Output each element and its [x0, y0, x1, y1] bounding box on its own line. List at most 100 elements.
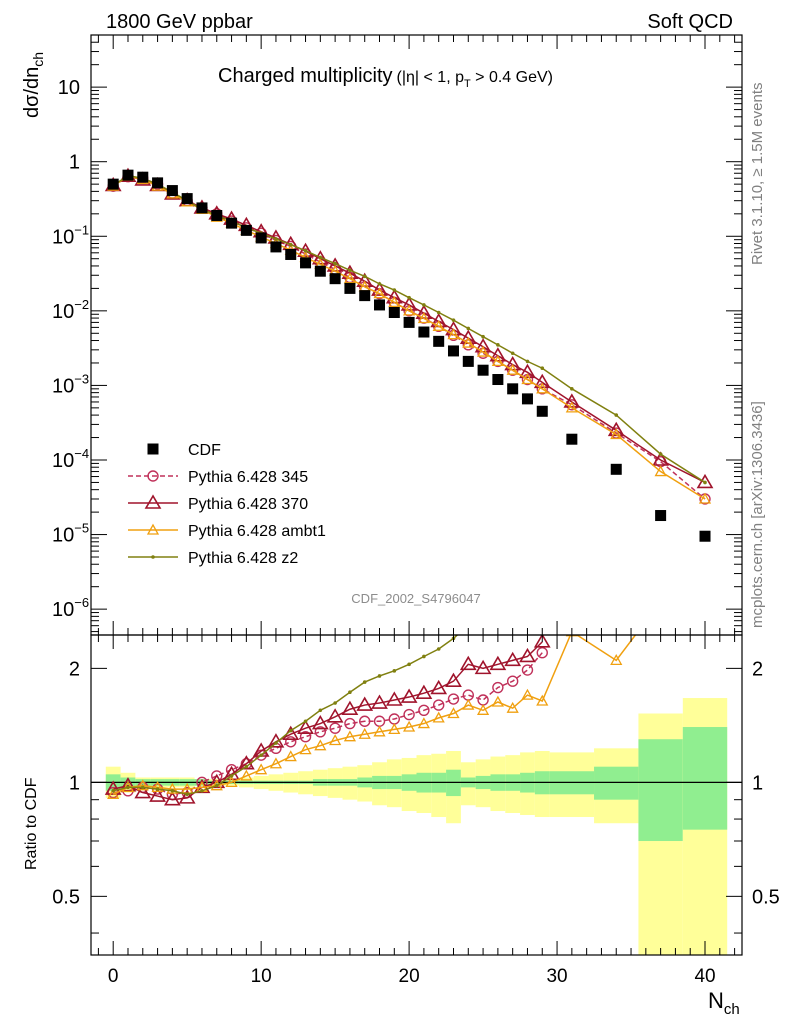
ratio-point-2 [284, 750, 297, 762]
data-point [610, 463, 622, 475]
chart-title-main: Charged multiplicity [218, 65, 393, 87]
ratio-point-1 [326, 708, 344, 723]
ratio-point-1 [400, 688, 418, 703]
ratio-point-1 [356, 696, 374, 711]
legend-label: Pythia 6.428 345 [188, 469, 308, 486]
ratio-point-2 [402, 720, 416, 732]
data-point [344, 282, 356, 294]
series-point-1 [533, 373, 551, 389]
ratio-point-0 [359, 715, 371, 727]
series-point-3 [303, 248, 308, 253]
series-point-2 [388, 296, 401, 307]
ratio-point-3 [362, 680, 367, 684]
data-point [285, 248, 297, 260]
series-point-3 [288, 242, 293, 247]
ratio-line-1 [113, 641, 543, 801]
ratio-point-3 [274, 741, 278, 745]
series-point-2 [373, 287, 386, 299]
data-point [166, 185, 178, 197]
ratio-point-3 [259, 753, 263, 757]
data-point [566, 433, 578, 445]
series-point-1 [563, 393, 581, 408]
ratio-point-1 [341, 700, 359, 716]
series-point-3 [318, 255, 323, 260]
stat-uncertainty-bin [682, 727, 728, 830]
series-point-3 [525, 359, 530, 364]
ratio-point-2 [358, 727, 371, 739]
legend-marker [147, 443, 159, 455]
ratio-point-1 [163, 791, 181, 806]
series-point-3 [407, 295, 411, 300]
series-point-3 [496, 343, 500, 347]
ratio-point-2 [314, 739, 327, 751]
ratio-point-1 [237, 755, 255, 770]
ratio-point-0 [329, 722, 341, 734]
data-point [270, 241, 282, 253]
ratio-point-0 [462, 689, 474, 701]
main-ylabel-sub: ch [30, 52, 46, 67]
data-point [196, 202, 208, 214]
ratio-y-tick-label-right: 0.5 [752, 886, 780, 908]
ratio-point-2 [373, 725, 386, 737]
series-point-1 [297, 242, 314, 258]
ratio-point-1 [459, 655, 477, 671]
y-tick-label: 10−3 [52, 371, 89, 397]
data-point [433, 335, 445, 347]
ratio-point-3 [200, 788, 204, 793]
series-point-3 [451, 318, 456, 322]
data-point [521, 393, 533, 405]
series-point-2 [698, 492, 712, 504]
ratio-point-2 [136, 779, 149, 791]
header-right: Soft QCD [647, 11, 733, 33]
ratio-point-2 [447, 707, 460, 719]
ratio-point-0 [447, 693, 460, 705]
legend-label: Pythia 6.428 ambt1 [188, 523, 326, 540]
ratio-point-1 [474, 659, 492, 675]
ratio-point-1 [119, 777, 137, 792]
ratio-point-1 [415, 684, 433, 699]
series-point-2 [536, 382, 549, 394]
series-point-3 [466, 326, 471, 331]
ratio-point-3 [318, 708, 323, 713]
y-tick-label: 10−5 [52, 521, 89, 547]
data-point [462, 355, 474, 367]
xlabel-sub: ch [724, 1001, 740, 1018]
series-point-0 [462, 339, 474, 351]
ratio-point-2 [343, 730, 357, 742]
y-tick-label: 10 [58, 77, 80, 99]
series-point-1 [400, 296, 418, 311]
series-point-3 [614, 413, 619, 417]
y-tick-label: 10−2 [52, 297, 89, 323]
ratio-point-1 [504, 651, 522, 667]
ratio-point-3 [407, 662, 411, 667]
ratio-point-2 [299, 743, 312, 755]
stat-uncertainty-bin [638, 739, 683, 842]
ratio-point-3 [303, 719, 308, 724]
data-point [152, 177, 164, 189]
xlabel: Nch [708, 988, 740, 1018]
ratio-point-2 [417, 717, 431, 729]
ratio-point-0 [432, 699, 445, 711]
ratio-point-3 [111, 788, 115, 793]
ratio-point-1 [134, 783, 152, 799]
main-ylabel: dσ/dnch [21, 52, 46, 118]
series-point-3 [422, 303, 426, 307]
series-point-2 [610, 428, 623, 440]
ratio-point-2 [610, 654, 623, 665]
series-point-1 [371, 281, 388, 296]
ratio-y-tick-label: 1 [69, 772, 80, 794]
data-point [226, 217, 238, 229]
data-point [655, 510, 667, 522]
series-point-2 [402, 304, 416, 316]
series-point-3 [510, 351, 515, 356]
series-point-3 [540, 366, 545, 371]
series-point-2 [565, 401, 578, 413]
series-point-3 [658, 452, 663, 456]
data-point [314, 265, 326, 277]
data-point [300, 257, 312, 269]
ratio-point-3 [422, 654, 426, 659]
series-point-3 [333, 261, 337, 266]
main-plot-frame [90, 34, 743, 636]
ratio-point-2 [210, 779, 223, 791]
